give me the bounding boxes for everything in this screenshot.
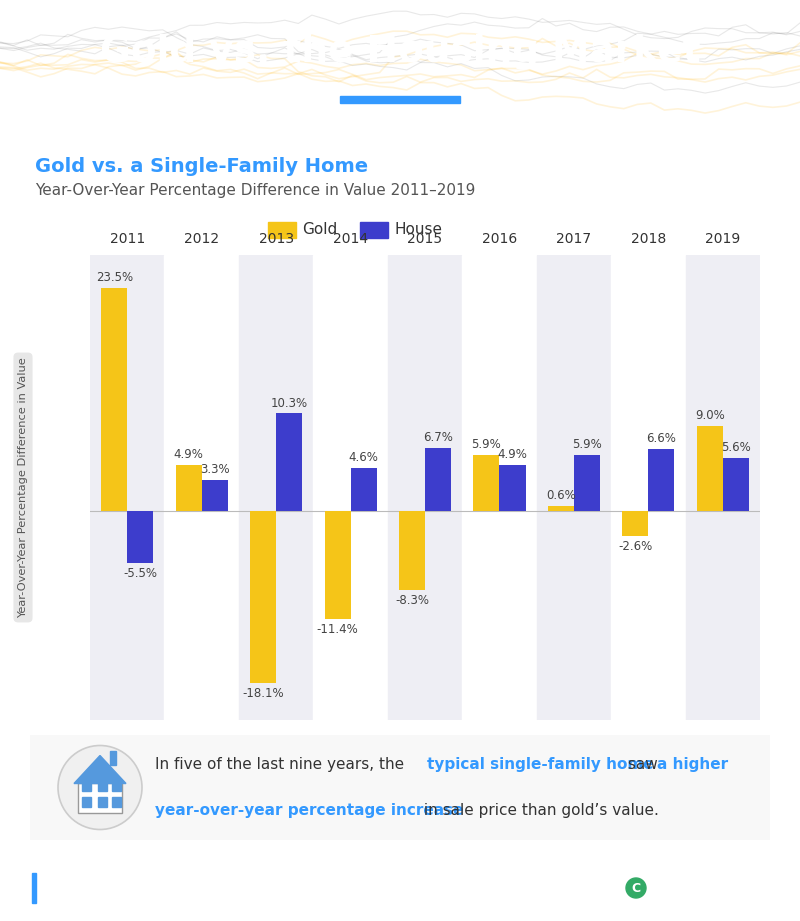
Text: 3.3%: 3.3% (200, 463, 230, 476)
Text: in sale price than gold’s value.: in sale price than gold’s value. (419, 803, 659, 818)
Text: 4.9%: 4.9% (174, 448, 203, 460)
Text: 6.7%: 6.7% (423, 431, 453, 444)
Text: saw: saw (623, 757, 662, 772)
Bar (425, 448, 451, 511)
Text: 2014: 2014 (333, 232, 368, 246)
Bar (82, 798, 91, 808)
Bar (250, 511, 276, 683)
Text: -5.5%: -5.5% (123, 567, 158, 580)
Bar (268, 222, 296, 238)
Text: 2013: 2013 (258, 232, 294, 246)
Bar (611, 255, 686, 720)
Bar (697, 426, 722, 511)
FancyBboxPatch shape (26, 731, 774, 844)
Text: year-over-year percentage increase: year-over-year percentage increase (155, 803, 463, 818)
Text: 5.9%: 5.9% (572, 438, 602, 451)
Text: -18.1%: -18.1% (242, 687, 284, 700)
Bar (101, 288, 127, 511)
Bar (112, 798, 121, 808)
Text: COMMODITY: COMMODITY (648, 879, 765, 897)
Bar (82, 782, 91, 791)
Bar (276, 414, 302, 511)
Text: Gold vs. a Single-Family Home: Gold vs. a Single-Family Home (35, 157, 368, 176)
Bar (32, 873, 36, 903)
Bar (548, 506, 574, 511)
Bar (98, 782, 107, 791)
Text: 10.3%: 10.3% (270, 397, 308, 410)
Text: Year-Over-Year Percentage Difference in Value 2011–2019: Year-Over-Year Percentage Difference in … (35, 183, 475, 198)
Bar (325, 511, 350, 620)
Bar (127, 511, 154, 564)
Text: -11.4%: -11.4% (317, 624, 358, 636)
Bar (314, 255, 388, 720)
Bar (239, 255, 314, 720)
Text: 5.6%: 5.6% (721, 441, 750, 454)
Text: Year-Over-Year Percentage Difference in Value: Year-Over-Year Percentage Difference in … (18, 357, 28, 618)
Text: 0.6%: 0.6% (546, 489, 576, 502)
Text: 2012: 2012 (184, 232, 219, 246)
Text: In five of the last nine years, the: In five of the last nine years, the (155, 757, 409, 772)
Bar (350, 468, 377, 511)
Text: 2019: 2019 (705, 232, 741, 246)
Bar (165, 255, 239, 720)
Bar (648, 449, 674, 511)
Bar (340, 96, 460, 103)
Text: .COM: .COM (760, 881, 797, 895)
Text: 2011: 2011 (110, 232, 145, 246)
Circle shape (626, 878, 646, 898)
Text: Sources:: Sources: (44, 881, 109, 894)
Bar (399, 511, 425, 590)
Bar (574, 455, 600, 511)
Text: 4.6%: 4.6% (349, 450, 378, 464)
Bar (686, 255, 760, 720)
Bar (176, 465, 202, 511)
Text: 23.5%: 23.5% (96, 272, 133, 285)
Text: C: C (631, 881, 641, 894)
Polygon shape (74, 755, 126, 784)
Text: Gold vs. the Housing Market: Gold vs. the Housing Market (100, 34, 700, 70)
Text: 2016: 2016 (482, 232, 517, 246)
Circle shape (58, 745, 142, 830)
Text: typical single-family home: typical single-family home (427, 757, 654, 772)
Text: 2015: 2015 (407, 232, 442, 246)
Bar (537, 255, 611, 720)
Bar (360, 222, 388, 238)
Bar (110, 752, 116, 765)
Text: -8.3%: -8.3% (395, 594, 429, 607)
Text: -2.6%: -2.6% (618, 540, 653, 553)
Bar (499, 465, 526, 511)
Text: 6.6%: 6.6% (646, 432, 676, 445)
Text: House: House (394, 223, 442, 238)
Text: 4.9%: 4.9% (498, 448, 527, 460)
Bar (90, 255, 165, 720)
Text: 5.9%: 5.9% (471, 438, 502, 451)
Text: 2018: 2018 (630, 232, 666, 246)
Text: Quandl API for Commodity Data; Zillow: Quandl API for Commodity Data; Zillow (106, 881, 366, 894)
Bar (722, 458, 749, 511)
Text: Gold: Gold (302, 223, 338, 238)
Bar (112, 782, 121, 791)
Text: a higher: a higher (657, 757, 728, 772)
Bar (202, 480, 228, 511)
Bar (474, 455, 499, 511)
Text: 2017: 2017 (556, 232, 591, 246)
Bar (622, 511, 648, 536)
Text: 9.0%: 9.0% (695, 409, 725, 422)
Bar (388, 255, 462, 720)
Bar (462, 255, 537, 720)
Bar (78, 784, 122, 813)
Bar (98, 798, 107, 808)
